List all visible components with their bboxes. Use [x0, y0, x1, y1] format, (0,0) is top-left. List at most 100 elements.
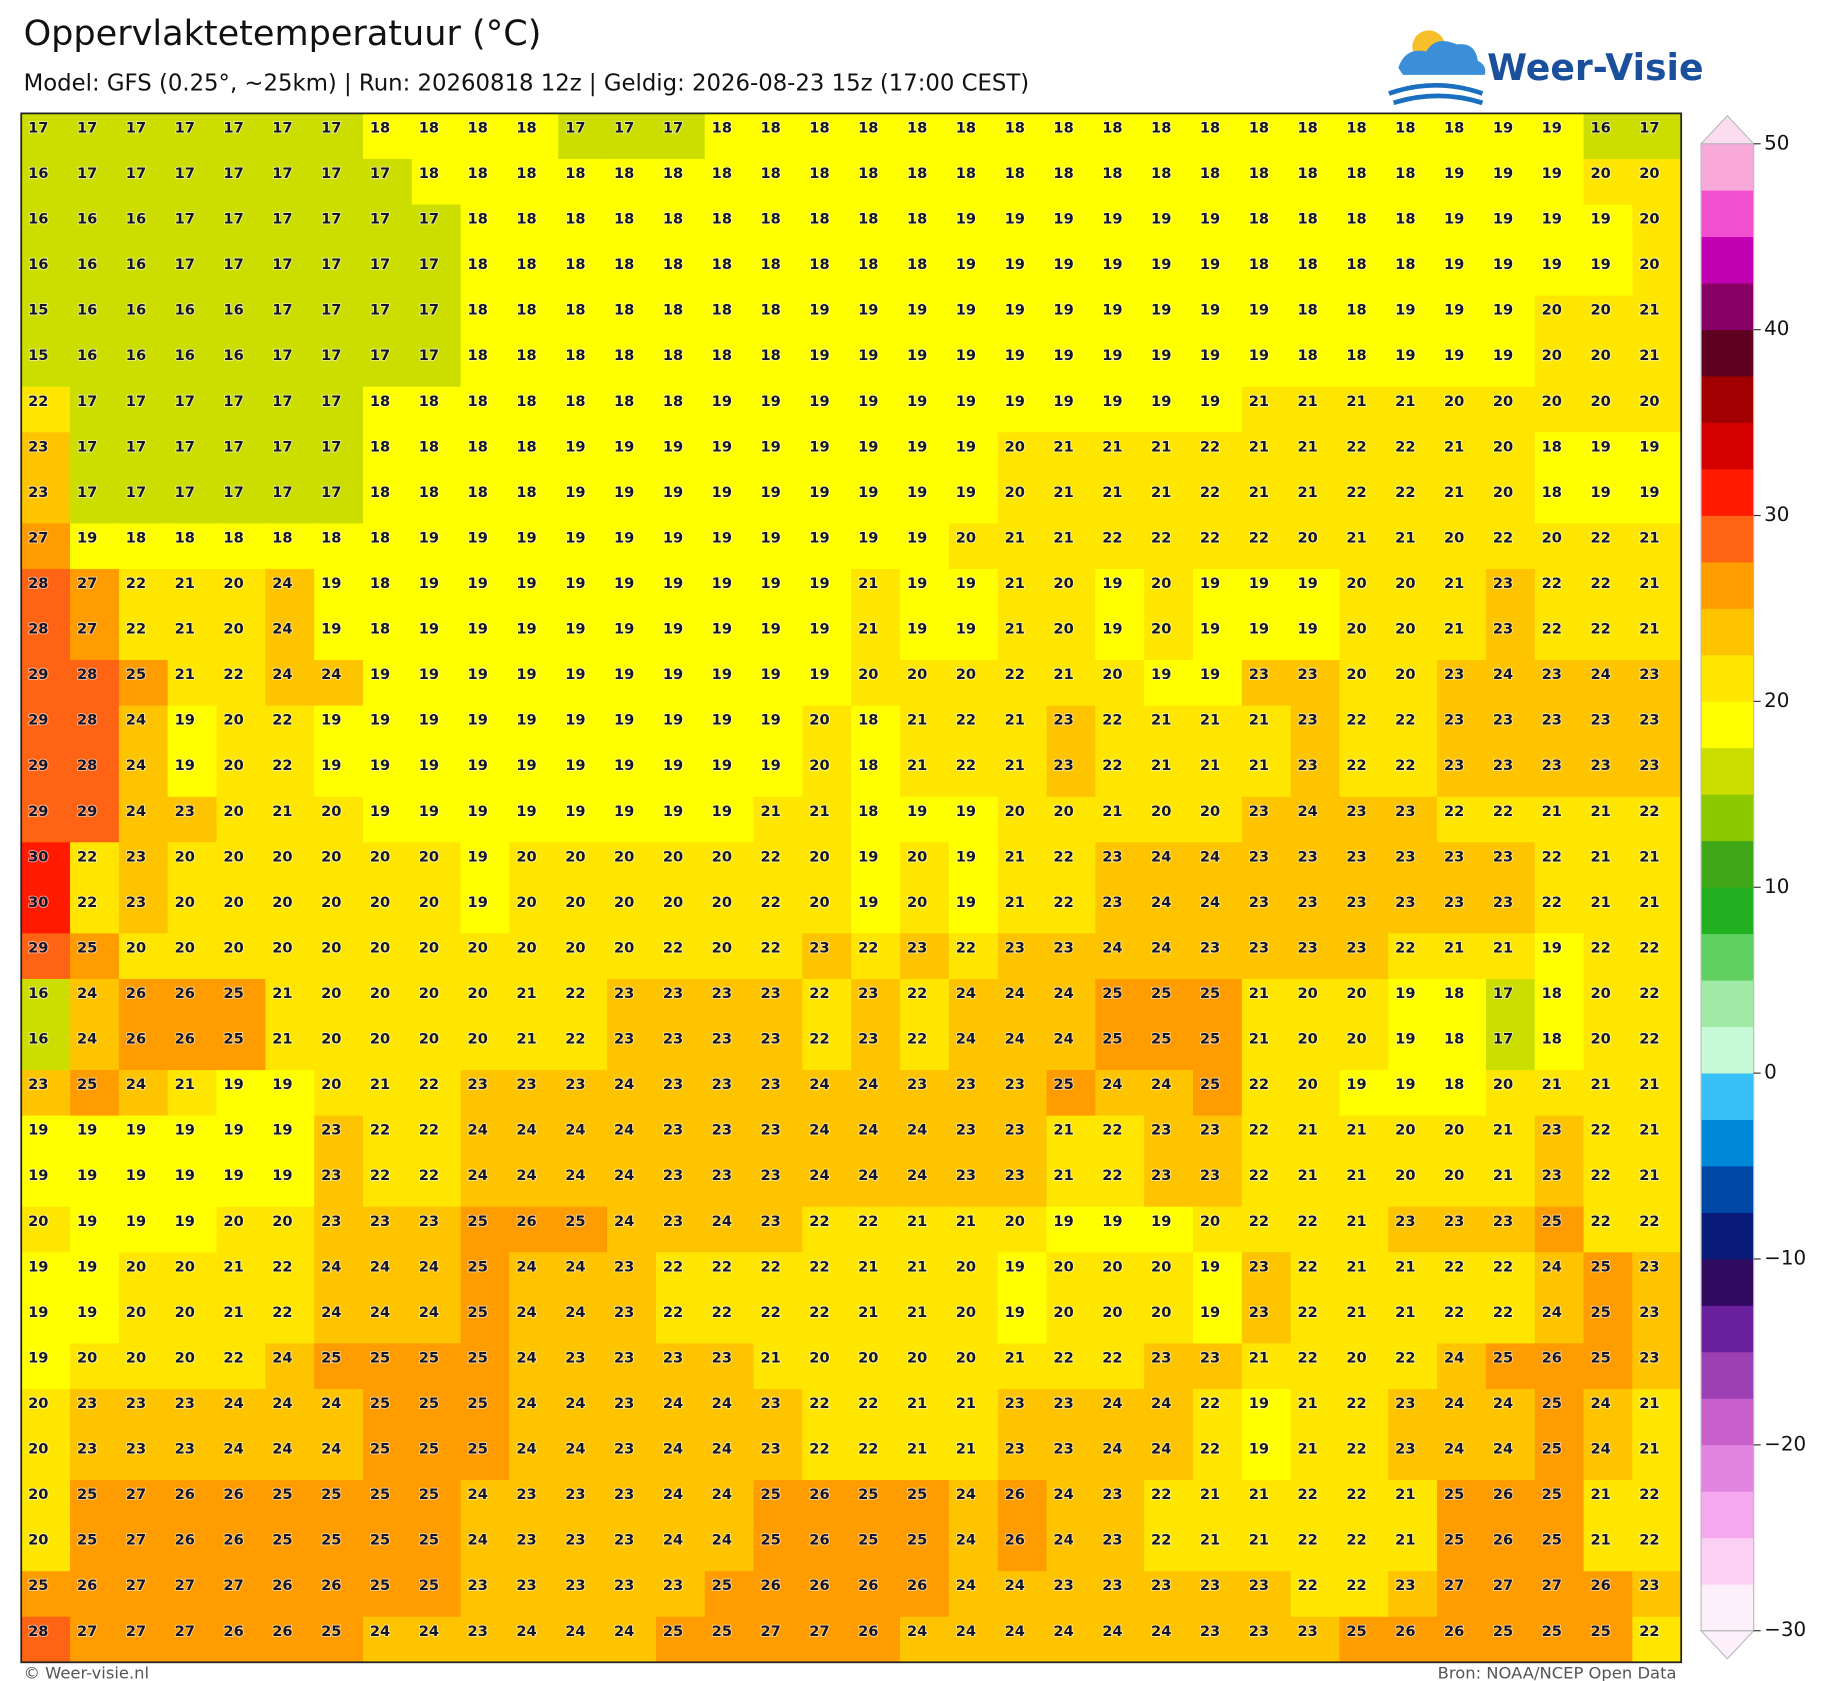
temperature-cell	[411, 568, 462, 616]
temperature-label: 25	[1444, 1532, 1464, 1549]
temperature-label: 28	[28, 575, 48, 592]
temperature-label: 23	[712, 1031, 732, 1048]
temperature-cell	[655, 158, 706, 206]
temperature-label: 21	[907, 1441, 927, 1458]
temperature-label: 25	[370, 1577, 390, 1594]
temperature-cell	[1437, 887, 1487, 934]
temperature-cell	[216, 113, 266, 160]
temperature-label: 22	[1249, 1213, 1269, 1230]
temperature-label: 24	[77, 1031, 97, 1048]
temperature-label: 19	[858, 393, 878, 410]
temperature-label: 21	[1005, 848, 1025, 865]
temperature-cell	[1046, 1024, 1096, 1071]
temperature-cell	[1339, 113, 1389, 160]
temperature-label: 22	[1395, 438, 1415, 455]
temperature-cell	[411, 660, 462, 707]
temperature-label: 20	[321, 803, 341, 820]
temperature-label: 23	[614, 1304, 634, 1321]
temperature-label: 19	[1493, 165, 1513, 182]
temperature-label: 25	[468, 1258, 488, 1275]
temperature-label: 21	[1639, 1167, 1659, 1184]
temperature-cell	[753, 341, 803, 388]
temperature-cell	[607, 1024, 657, 1071]
temperature-cell	[21, 933, 71, 980]
temperature-label: 21	[1346, 1122, 1366, 1139]
temperature-cell	[704, 751, 755, 798]
temperature-cell	[70, 568, 120, 616]
temperature-cell	[1095, 386, 1145, 433]
temperature-cell	[1290, 158, 1341, 206]
temperature-cell	[851, 432, 901, 479]
temperature-cell	[411, 842, 462, 889]
temperature-label: 24	[468, 1167, 488, 1184]
temperature-label: 20	[223, 939, 243, 956]
temperature-label: 21	[1639, 1122, 1659, 1139]
temperature-cell	[1290, 568, 1341, 616]
temperature-label: 19	[370, 712, 390, 729]
temperature-cell	[1144, 295, 1194, 342]
temperature-label: 22	[419, 1122, 439, 1139]
temperature-label: 20	[1298, 985, 1318, 1002]
temperature-label: 22	[1395, 757, 1415, 774]
temperature-label: 20	[223, 894, 243, 911]
temperature-label: 18	[468, 256, 488, 273]
temperature-cell	[948, 933, 999, 980]
temperature-label: 20	[28, 1441, 48, 1458]
temperature-cell	[1241, 933, 1292, 980]
temperature-label: 18	[1298, 165, 1318, 182]
temperature-label: 23	[956, 1122, 976, 1139]
temperature-label: 23	[1249, 1623, 1269, 1640]
temperature-label: 24	[516, 1304, 536, 1321]
temperature-label: 26	[272, 1577, 292, 1594]
temperature-label: 23	[565, 1532, 585, 1549]
temperature-label: 22	[1298, 1213, 1318, 1230]
temperature-label: 21	[1346, 1213, 1366, 1230]
temperature-cell	[558, 660, 608, 707]
temperature-label: 21	[956, 1213, 976, 1230]
temperature-label: 18	[858, 165, 878, 182]
temperature-cell	[558, 295, 608, 342]
temperature-label: 21	[175, 1076, 195, 1093]
temperature-label: 18	[565, 302, 585, 319]
temperature-label: 20	[1444, 1122, 1464, 1139]
temperature-cell	[1339, 432, 1389, 479]
temperature-label: 20	[956, 1304, 976, 1321]
temperature-cell	[558, 113, 608, 160]
temperature-cell	[948, 978, 999, 1026]
temperature-label: 16	[77, 256, 97, 273]
temperature-cell	[1632, 477, 1682, 524]
temperature-cell	[216, 204, 266, 251]
temperature-label: 18	[516, 438, 536, 455]
temperature-cell	[802, 523, 852, 570]
temperature-cell	[1388, 158, 1438, 206]
temperature-cell	[607, 614, 657, 661]
temperature-label: 21	[1395, 1258, 1415, 1275]
temperature-cell	[265, 113, 315, 160]
temperature-label: 18	[516, 211, 536, 228]
temperature-label: 19	[614, 666, 634, 683]
temperature-label: 20	[223, 848, 243, 865]
temperature-label: 22	[1639, 985, 1659, 1002]
temperature-label: 20	[712, 894, 732, 911]
temperature-label: 17	[370, 165, 390, 182]
temperature-cell	[558, 796, 608, 843]
temperature-cell	[1241, 250, 1292, 297]
temperature-label: 19	[907, 803, 927, 820]
temperature-label: 21	[1249, 712, 1269, 729]
colorbar-box	[1701, 422, 1754, 470]
temperature-label: 22	[712, 1304, 732, 1321]
temperature-cell	[509, 614, 559, 661]
temperature-cell	[704, 386, 755, 433]
temperature-cell	[265, 523, 315, 570]
title: Oppervlaktetemperatuur (°C)	[24, 13, 542, 54]
temperature-label: 24	[1542, 1258, 1562, 1275]
temperature-label: 20	[175, 939, 195, 956]
temperature-cell	[216, 523, 266, 570]
temperature-label: 24	[1102, 1395, 1122, 1412]
temperature-cell	[558, 842, 608, 889]
temperature-label: 23	[760, 1441, 780, 1458]
temperature-cell	[1632, 887, 1682, 934]
temperature-label: 17	[223, 484, 243, 501]
temperature-label: 18	[370, 575, 390, 592]
temperature-label: 18	[1053, 119, 1073, 136]
